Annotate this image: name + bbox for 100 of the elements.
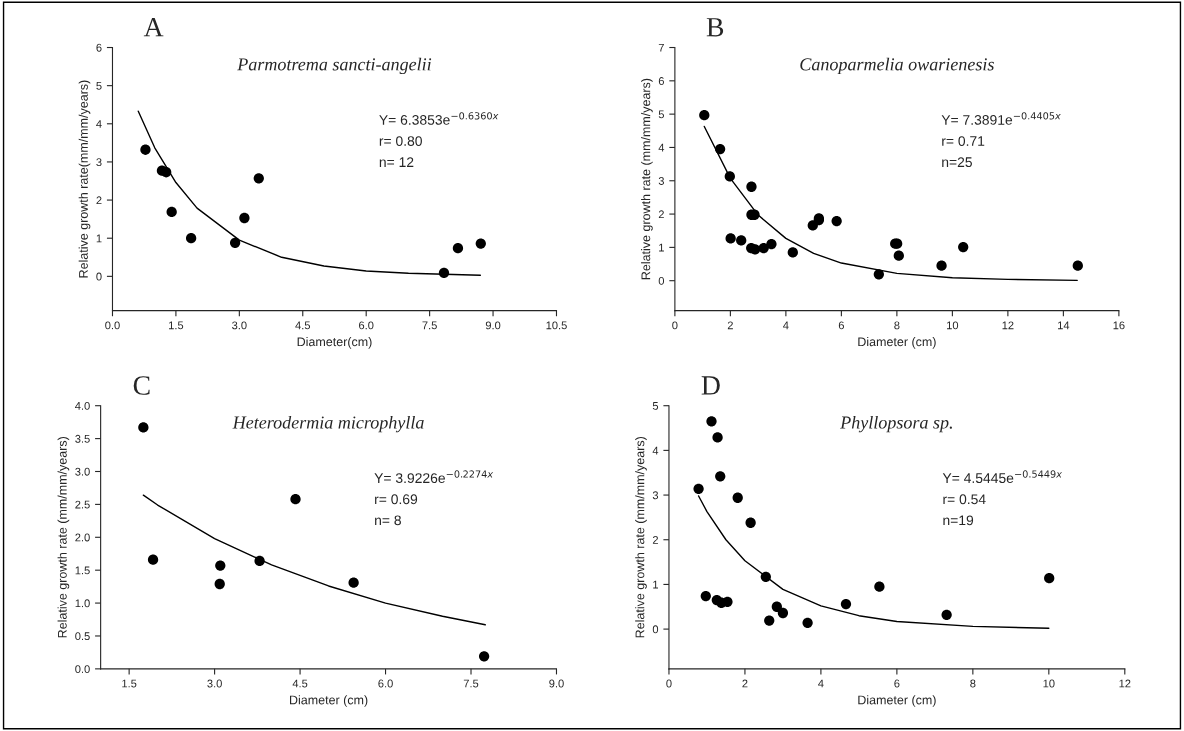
x-axis-title: Diameter (cm) xyxy=(290,695,368,707)
x-tick-label: 0 xyxy=(666,679,672,688)
x-tick-label: 2 xyxy=(727,321,733,330)
annotation: r= 0.80 xyxy=(379,136,422,146)
y-axis-title: Relative growth rate (mm/mm/years) xyxy=(57,436,70,638)
x-tick-label: 10 xyxy=(947,321,959,330)
point xyxy=(840,598,852,610)
y-tick-label: 4 xyxy=(658,143,665,152)
y-tick-label: 5 xyxy=(652,402,659,410)
annotation: n=25 xyxy=(942,157,972,168)
point xyxy=(722,596,733,607)
point xyxy=(699,109,710,121)
y-tick-label: 1 xyxy=(96,234,102,243)
y-tick-label: 0 xyxy=(652,625,659,634)
x-axis-title: Diameter (cm) xyxy=(858,337,936,349)
text: Canoparmelia owarienesis xyxy=(800,57,994,75)
y-tick-label: 0.0 xyxy=(75,665,90,673)
y-tick-label: 7 xyxy=(658,43,664,52)
y-tick-label: 2 xyxy=(652,536,658,544)
x-tick-label: 6.0 xyxy=(378,679,393,688)
text: Heterodermia microphylla xyxy=(232,415,424,433)
x-tick-label: 4.5 xyxy=(292,679,308,688)
y-tick-label: 3 xyxy=(96,158,102,167)
x-tick-label: 6.0 xyxy=(359,321,374,330)
point xyxy=(229,237,241,248)
x-tick-label: 3.0 xyxy=(207,679,222,688)
point xyxy=(745,517,756,528)
y-tick-label: 3 xyxy=(652,491,659,500)
x-tick-label: 7.5 xyxy=(422,321,437,330)
y-axis-title: Relative growth rate(mm/mm/years) xyxy=(78,80,91,278)
point xyxy=(831,215,842,227)
x-tick-label: 9.0 xyxy=(485,321,501,330)
point xyxy=(715,471,726,482)
x-tick-label: 6 xyxy=(894,679,900,688)
point xyxy=(936,260,947,271)
point xyxy=(166,206,177,218)
x-tick-label: 2 xyxy=(742,679,748,688)
y-tick-label: 2 xyxy=(658,210,664,219)
point xyxy=(1044,573,1055,584)
point xyxy=(764,615,775,626)
point xyxy=(253,173,264,184)
point xyxy=(700,590,711,602)
line-series xyxy=(142,494,486,626)
y-tick-label: 1.5 xyxy=(75,566,90,575)
y-tick-label: 2 xyxy=(96,196,102,205)
x-tick-label: 9.0 xyxy=(549,679,564,688)
x-tick-label: 10.5 xyxy=(546,321,567,330)
x-tick-label: 14 xyxy=(1058,321,1070,330)
point xyxy=(958,241,969,253)
point xyxy=(693,483,704,494)
point xyxy=(732,492,743,503)
y-tick-label: 1 xyxy=(659,243,664,252)
x-tick-label: 12 xyxy=(1002,321,1014,330)
annotation: r= 0.54 xyxy=(943,494,986,505)
x-tick-label: 8 xyxy=(970,679,976,688)
x-tick-label: 1.5 xyxy=(169,321,184,330)
point xyxy=(941,609,952,620)
point xyxy=(147,554,159,565)
point xyxy=(239,212,250,224)
x-tick-label: 0 xyxy=(672,321,678,330)
y-tick-label: 3.5 xyxy=(75,434,90,443)
x-tick-label: 0.0 xyxy=(105,321,120,330)
y-tick-label: 3.0 xyxy=(75,467,90,476)
annotation: r= 0.69 xyxy=(375,494,418,505)
text: B xyxy=(706,18,724,37)
y-tick-label: 4.0 xyxy=(75,401,90,410)
point xyxy=(787,247,798,258)
point xyxy=(893,250,904,261)
y-tick-label: 6 xyxy=(658,77,664,85)
y-tick-label: 4 xyxy=(652,446,659,455)
y-axis-title: Relative growth rate (mm/mm/years) xyxy=(635,436,647,638)
point xyxy=(214,578,225,590)
y-tick-label: 4 xyxy=(96,120,102,128)
point xyxy=(746,181,757,192)
y-tick-label: 5 xyxy=(658,110,664,119)
point xyxy=(215,560,226,571)
point xyxy=(874,581,885,592)
y-tick-label: 2.5 xyxy=(75,500,90,509)
y-tick-label: 5 xyxy=(96,82,102,90)
point xyxy=(452,242,464,254)
y-tick-label: 0 xyxy=(96,272,102,281)
point xyxy=(140,144,151,155)
annotation: Y= 3.9226e$^{−0.2274x}$ xyxy=(374,470,494,484)
point xyxy=(758,242,769,254)
y-axis-title: Relative growth rate (mm/mm/years) xyxy=(641,78,653,280)
x-tick-label: 8 xyxy=(894,321,900,330)
y-tick-label: 1 xyxy=(653,580,658,589)
point xyxy=(725,233,736,244)
point xyxy=(138,422,149,433)
annotation: n= 8 xyxy=(375,515,401,526)
point xyxy=(712,432,723,443)
x-axis-title: Diameter (cm) xyxy=(858,695,936,707)
x-tick-label: 4 xyxy=(818,679,824,688)
text: D xyxy=(701,376,720,395)
point xyxy=(771,601,782,612)
point xyxy=(348,577,359,588)
x-tick-label: 4.5 xyxy=(295,321,311,330)
y-tick-label: 0.5 xyxy=(75,632,90,641)
point xyxy=(185,233,197,244)
annotation: n= 12 xyxy=(379,157,414,167)
